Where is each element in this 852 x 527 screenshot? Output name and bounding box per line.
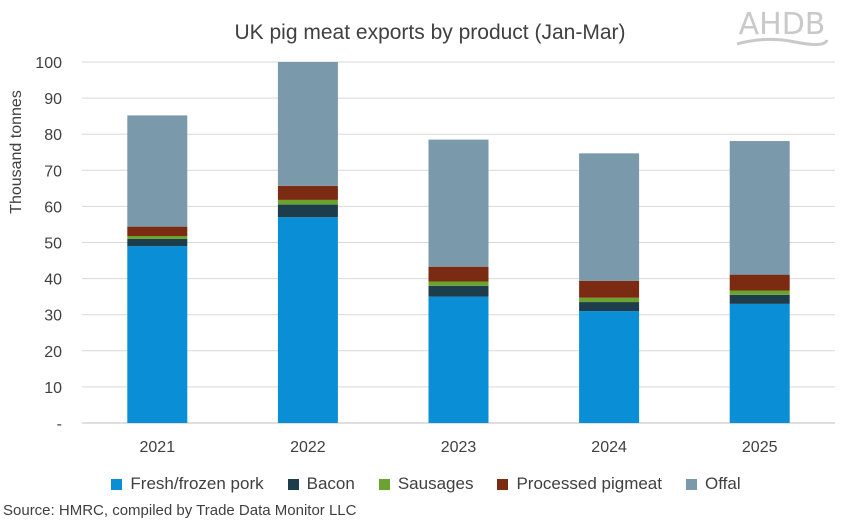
bar-segment-sausages-2025: [729, 290, 790, 295]
x-tick-label: 2023: [441, 439, 477, 456]
logo-swoosh-icon: [736, 37, 829, 47]
x-tick-label: 2021: [140, 439, 176, 456]
bar-segment-fresh-frozen-pork-2024: [579, 311, 640, 423]
bar-segment-offal-2021: [127, 115, 188, 227]
bar-segment-bacon-2023: [428, 285, 489, 297]
y-tick-label: 100: [35, 55, 62, 72]
bar-segment-fresh-frozen-pork-2021: [127, 246, 188, 423]
y-tick-label: 20: [44, 344, 62, 361]
x-tick-label: 2022: [290, 439, 326, 456]
bar-segment-processed-pigmeat-2021: [127, 226, 188, 237]
legend-item: Sausages: [378, 474, 474, 494]
legend-item: Offal: [686, 474, 741, 494]
bar-segment-bacon-2021: [127, 238, 188, 247]
legend-swatch: [287, 478, 299, 490]
y-tick-label: 10: [44, 380, 62, 397]
legend-swatch: [686, 478, 697, 490]
legend-swatch: [111, 478, 123, 490]
bar-segment-offal-2023: [428, 139, 489, 267]
legend: Fresh/frozen pork Bacon Sausages Processed …: [0, 471, 852, 497]
legend-label: Processed pigmeat: [516, 474, 662, 493]
bar-segment-fresh-frozen-pork-2025: [729, 303, 790, 423]
bar-segment-processed-pigmeat-2025: [729, 274, 790, 291]
source-note: Source: HMRC, compiled by Trade Data Mon…: [3, 502, 357, 519]
y-axis-label: Thousand tonnes: [8, 90, 25, 214]
ahdb-logo: AHDB: [727, 4, 837, 54]
y-tick-label: 70: [44, 163, 62, 180]
chart: UK pig meat exports by product (Jan-Mar)…: [8, 21, 835, 456]
x-tick-label: 2025: [742, 439, 778, 456]
legend-item: Processed pigmeat: [497, 474, 662, 494]
y-tick-label: 40: [44, 272, 62, 289]
bar-segment-sausages-2021: [127, 236, 188, 239]
bar-segment-processed-pigmeat-2024: [579, 280, 640, 298]
bar-segment-processed-pigmeat-2023: [428, 266, 489, 282]
bar-segment-sausages-2024: [579, 297, 640, 303]
bar-segment-fresh-frozen-pork-2023: [428, 296, 489, 423]
legend-swatch: [497, 478, 509, 490]
bar-segment-bacon-2025: [729, 294, 790, 304]
bar-segment-sausages-2022: [277, 199, 338, 205]
legend-label: Bacon: [306, 474, 355, 493]
bar-segment-sausages-2023: [428, 281, 489, 286]
legend-item: Bacon: [287, 474, 355, 494]
x-tick-label: 2024: [591, 439, 627, 456]
bar-segment-offal-2025: [729, 141, 790, 275]
bar-segment-processed-pigmeat-2022: [277, 185, 338, 200]
bar-segment-offal-2022: [277, 62, 338, 186]
legend-label: Fresh/frozen pork: [130, 474, 264, 493]
y-tick-label: -: [57, 416, 62, 433]
y-tick-label: 50: [44, 236, 62, 253]
y-tick-label: 30: [44, 308, 62, 325]
legend-label: Offal: [705, 474, 741, 493]
bar-segment-bacon-2022: [277, 204, 338, 218]
y-tick-label: 90: [44, 91, 62, 108]
bar-segment-bacon-2024: [579, 302, 640, 312]
bar-segment-offal-2024: [579, 153, 640, 281]
chart-title: UK pig meat exports by product (Jan-Mar): [235, 21, 626, 44]
bar-segment-fresh-frozen-pork-2022: [277, 217, 338, 423]
y-tick-label: 80: [44, 127, 62, 144]
legend-swatch: [378, 478, 390, 490]
legend-item: Fresh/frozen pork: [111, 474, 264, 494]
y-tick-label: 60: [44, 199, 62, 216]
legend-label: Sausages: [397, 474, 474, 493]
logo-text: AHDB: [738, 7, 826, 42]
